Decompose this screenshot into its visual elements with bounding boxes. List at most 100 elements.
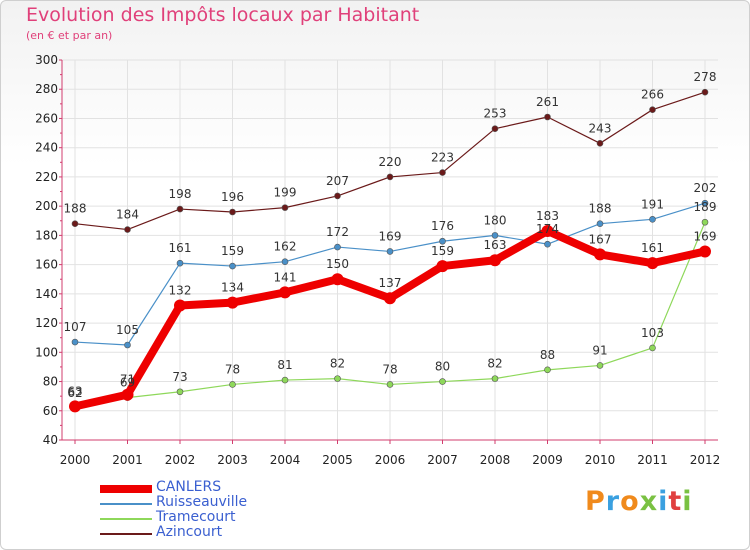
data-point-ruisseauville xyxy=(439,237,446,245)
data-label-canlers: 163 xyxy=(484,238,507,252)
data-point-canlers xyxy=(384,292,396,305)
data-point-azincourt xyxy=(386,173,394,181)
data-point-tramecourt xyxy=(176,388,184,396)
chart-subtitle: (en € et par an) xyxy=(26,29,113,42)
legend-label: CANLERS xyxy=(156,479,222,495)
data-point-ruisseauville xyxy=(596,220,604,227)
x-tick-label: 2005 xyxy=(322,453,353,467)
y-tick-label: 100 xyxy=(35,345,58,359)
data-point-tramecourt xyxy=(649,344,656,352)
data-point-canlers xyxy=(436,260,449,273)
data-label-azincourt: 278 xyxy=(694,70,717,84)
data-label-ruisseauville: 174 xyxy=(536,222,559,236)
data-label-canlers: 167 xyxy=(589,232,612,246)
y-tick-label: 200 xyxy=(35,199,58,213)
data-label-canlers: 141 xyxy=(274,270,297,284)
data-label-azincourt: 220 xyxy=(379,155,402,169)
data-label-tramecourt: 82 xyxy=(487,357,502,371)
data-label-canlers: 63 xyxy=(67,384,82,398)
y-tick-label: 240 xyxy=(35,141,58,155)
data-point-ruisseauville xyxy=(334,243,341,251)
data-label-tramecourt: 80 xyxy=(435,360,450,374)
data-point-azincourt xyxy=(701,88,709,96)
data-label-tramecourt: 103 xyxy=(641,326,664,340)
data-label-azincourt: 207 xyxy=(326,174,349,188)
data-label-tramecourt: 69 xyxy=(120,376,135,390)
data-point-canlers xyxy=(699,245,711,258)
data-label-ruisseauville: 176 xyxy=(431,219,454,233)
data-label-tramecourt: 78 xyxy=(225,362,240,376)
data-label-canlers: 161 xyxy=(641,241,664,255)
data-point-tramecourt xyxy=(229,381,236,388)
data-point-canlers xyxy=(279,286,291,299)
y-tick-label: 260 xyxy=(35,111,58,125)
data-point-tramecourt xyxy=(544,366,551,374)
data-label-ruisseauville: 161 xyxy=(169,241,192,255)
x-tick-label: 2008 xyxy=(480,453,511,467)
data-label-canlers: 71 xyxy=(120,373,135,387)
y-tick-label: 180 xyxy=(35,228,58,242)
data-label-ruisseauville: 107 xyxy=(64,320,87,334)
y-tick-label: 120 xyxy=(35,316,58,330)
y-tick-label: 60 xyxy=(43,404,58,418)
logo-letter: i xyxy=(658,486,669,517)
logo-letter: t xyxy=(668,486,683,517)
data-point-ruisseauville xyxy=(701,199,709,207)
data-point-azincourt xyxy=(491,125,499,132)
x-tick-label: 2001 xyxy=(112,453,143,467)
data-label-ruisseauville: 202 xyxy=(694,181,717,195)
chart-title: Evolution des Impôts locaux par Habitant xyxy=(26,4,420,26)
data-point-canlers xyxy=(489,254,501,267)
legend-label: Tramecourt xyxy=(156,509,236,525)
data-label-ruisseauville: 105 xyxy=(116,323,139,337)
data-point-canlers xyxy=(646,257,659,270)
y-tick-label: 160 xyxy=(35,258,58,272)
data-label-ruisseauville: 188 xyxy=(589,202,612,216)
x-tick-label: 2012 xyxy=(690,453,721,467)
y-tick-label: 140 xyxy=(35,287,58,301)
data-label-canlers: 183 xyxy=(536,209,559,223)
legend-label: Azincourt xyxy=(156,524,223,540)
data-label-canlers: 159 xyxy=(431,244,454,258)
data-point-azincourt xyxy=(71,220,79,227)
data-point-ruisseauville xyxy=(229,262,236,270)
x-tick-label: 2006 xyxy=(375,453,406,467)
data-label-canlers: 132 xyxy=(169,284,192,298)
data-label-azincourt: 184 xyxy=(116,208,139,222)
data-label-ruisseauville: 172 xyxy=(326,225,349,239)
logo-letter: i xyxy=(682,486,693,517)
data-label-azincourt: 243 xyxy=(589,121,612,135)
x-tick-label: 2000 xyxy=(60,453,91,467)
data-point-canlers xyxy=(174,299,186,312)
data-point-ruisseauville xyxy=(124,341,131,349)
x-tick-label: 2003 xyxy=(217,453,248,467)
data-label-tramecourt: 82 xyxy=(330,357,345,371)
data-label-azincourt: 199 xyxy=(274,186,297,200)
data-label-azincourt: 188 xyxy=(64,202,87,216)
data-label-canlers: 134 xyxy=(221,281,244,295)
y-tick-label: 280 xyxy=(35,82,58,96)
data-point-tramecourt xyxy=(386,381,394,388)
data-label-canlers: 169 xyxy=(694,229,717,243)
data-label-canlers: 150 xyxy=(326,257,349,271)
data-point-ruisseauville xyxy=(649,216,656,223)
data-point-azincourt xyxy=(596,140,604,147)
data-point-canlers xyxy=(331,273,344,286)
data-label-azincourt: 223 xyxy=(431,151,454,165)
data-point-ruisseauville xyxy=(71,338,79,346)
data-label-tramecourt: 81 xyxy=(277,358,292,372)
legend-swatch xyxy=(100,485,152,493)
data-point-ruisseauville xyxy=(386,248,394,255)
data-point-tramecourt xyxy=(334,375,341,382)
data-label-tramecourt: 62 xyxy=(67,386,82,400)
legend-label: Ruisseauville xyxy=(156,494,248,510)
logo-letter: o xyxy=(620,486,640,517)
x-tick-label: 2002 xyxy=(165,453,196,467)
data-point-azincourt xyxy=(544,113,551,121)
data-point-ruisseauville xyxy=(544,240,551,248)
data-point-canlers xyxy=(69,400,81,413)
data-point-azincourt xyxy=(649,106,656,113)
data-point-canlers xyxy=(226,296,239,309)
data-label-ruisseauville: 191 xyxy=(641,197,664,211)
data-point-tramecourt xyxy=(596,362,604,369)
